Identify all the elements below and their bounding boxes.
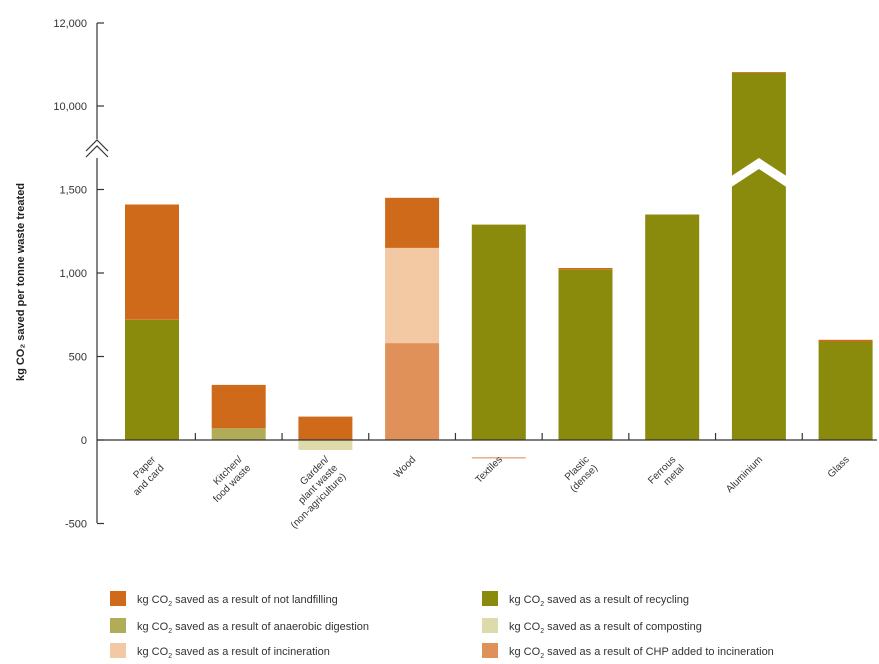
x-tick-label: Plastic(dense)	[560, 454, 600, 494]
bar-segment-landfilling	[211, 384, 266, 429]
bar-segment-incineration	[385, 247, 440, 344]
bar-break-marker	[729, 158, 788, 188]
legend-label-anaerobic: kg CO2 saved as a result of anaerobic di…	[137, 621, 369, 635]
legend-label-incineration: kg CO2 saved as a result of incineration	[137, 646, 330, 660]
legend-label-recycling: kg CO2 saved as a result of recycling	[509, 594, 689, 608]
x-tick-label: Ferrousmetal	[646, 454, 687, 495]
legend-label-landfilling: kg CO2 saved as a result of not landfill…	[137, 594, 338, 608]
legend-label-composting: kg CO2 saved as a result of composting	[509, 621, 702, 635]
bar-segment-anaerobic	[211, 428, 266, 440]
x-tick-label: Aluminium	[724, 454, 765, 495]
y-tick-label: 500	[69, 352, 87, 364]
bar-segment-recycling	[471, 224, 526, 440]
x-tick-label: Textiles	[474, 454, 505, 485]
x-tick-label: Garden/plant waste(non-agriculture)	[272, 454, 349, 531]
y-tick-label: 0	[81, 435, 87, 447]
y-axis-label: kg CO₂ saved per tonne waste treated	[15, 183, 27, 381]
y-tick-label: 1,000	[59, 268, 87, 280]
bar-segment-landfilling	[385, 197, 440, 248]
legend-swatch-chp	[482, 643, 498, 658]
bar-segment-recycling	[818, 341, 873, 440]
y-tick-label: 1,500	[59, 185, 87, 197]
x-tick-label: Kitchen/food waste	[203, 454, 254, 505]
legend-swatch-anaerobic	[110, 618, 126, 633]
bar-segment-recycling	[645, 214, 700, 440]
bar-segment-recycling	[558, 269, 613, 440]
y-tick-label: 12,000	[53, 18, 87, 30]
legend-label-chp: kg CO2 saved as a result of CHP added to…	[509, 646, 774, 660]
bar-segment-recycling	[125, 319, 179, 440]
bar-segment-landfilling	[731, 72, 786, 73]
bar-segment-landfilling	[298, 416, 353, 440]
legend: kg CO2 saved as a result of not landfill…	[110, 591, 774, 660]
bar-segment-chp	[385, 343, 440, 440]
bars-layer	[125, 72, 873, 459]
y-tick-label: -500	[65, 519, 87, 531]
bar-segment-landfilling	[558, 268, 613, 270]
axis-break-marker	[85, 139, 109, 152]
y-tick-label: 10,000	[53, 101, 87, 113]
legend-swatch-landfilling	[110, 591, 126, 606]
bar-segment-recycling	[731, 72, 786, 441]
legend-swatch-incineration	[110, 643, 126, 658]
bar-segment-landfilling	[818, 339, 873, 342]
x-tick-label: Paperand card	[123, 454, 167, 498]
bar-segment-composting	[298, 440, 353, 450]
legend-swatch-recycling	[482, 591, 498, 606]
bar-segment-landfilling	[471, 457, 526, 459]
axis-break-marker	[85, 145, 109, 158]
x-tick-label: Glass	[826, 454, 852, 480]
x-tick-label: Wood	[392, 454, 418, 480]
axes-layer	[85, 22, 877, 525]
legend-swatch-composting	[482, 618, 498, 633]
bar-segment-landfilling	[125, 204, 179, 320]
